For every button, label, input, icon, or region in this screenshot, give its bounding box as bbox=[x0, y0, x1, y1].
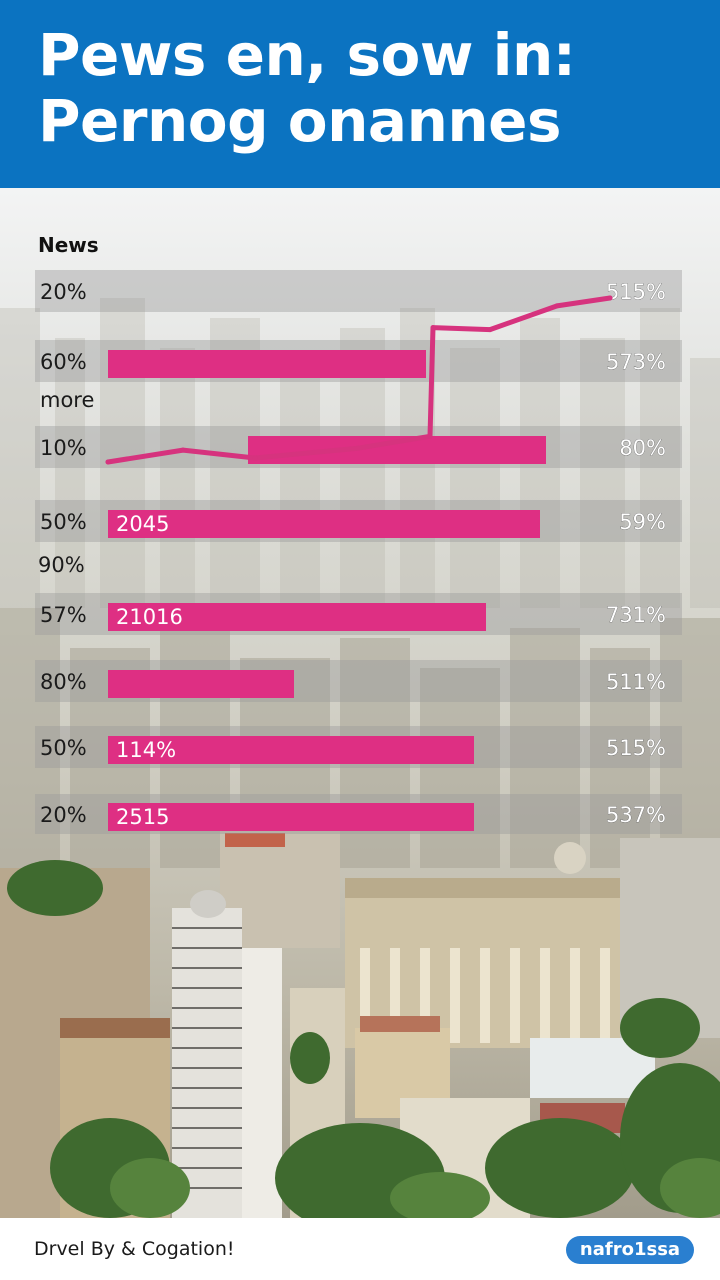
chart-extra-label-90: 90% bbox=[38, 553, 85, 577]
title-line-1: Pews en, sow in: bbox=[38, 21, 576, 89]
line-point-0 bbox=[105, 459, 111, 465]
line-point-1 bbox=[180, 447, 186, 453]
bar-inner-label-3: 2045 bbox=[116, 512, 169, 536]
line-point-4 bbox=[427, 433, 433, 439]
row-left-label-6: 50% bbox=[40, 736, 87, 760]
row-left-label-3: 50% bbox=[40, 510, 87, 534]
chart-legend-label: News bbox=[38, 233, 99, 257]
line-point-5 bbox=[430, 325, 436, 331]
row-left-label-0: 20% bbox=[40, 280, 87, 304]
row-right-label-6: 515% bbox=[606, 736, 666, 760]
row-left-label-2: 10% bbox=[40, 436, 87, 460]
title-line-2: Pernog onannes bbox=[38, 87, 562, 155]
bar-inner-label-6: 114% bbox=[116, 738, 176, 762]
bar-6 bbox=[108, 736, 474, 764]
row-left-label-4: 57% bbox=[40, 603, 87, 627]
bar-row-1: 60% 573% bbox=[35, 340, 682, 382]
bar-5 bbox=[108, 670, 294, 698]
bar-row-3: 50% 59% 2045 bbox=[35, 500, 682, 542]
chart-extra-label-more: more bbox=[40, 388, 94, 412]
footer-credit-text: Drvel By & Cogation! bbox=[34, 1238, 235, 1260]
row-left-label-5: 80% bbox=[40, 670, 87, 694]
row-left-label-7: 20% bbox=[40, 803, 87, 827]
row-left-label-1: 60% bbox=[40, 350, 87, 374]
bar-1 bbox=[108, 350, 426, 378]
bar-7 bbox=[108, 803, 474, 831]
line-series bbox=[105, 295, 613, 465]
line-point-7 bbox=[554, 303, 560, 309]
line-point-8 bbox=[607, 295, 613, 301]
bar-row-0: 20% 515% bbox=[35, 270, 682, 312]
bar-4 bbox=[108, 603, 486, 631]
footer: Drvel By & Cogation! nafro1ssa bbox=[0, 1218, 720, 1280]
row-right-label-2: 80% bbox=[619, 436, 666, 460]
row-right-label-1: 573% bbox=[606, 350, 666, 374]
line-point-2 bbox=[252, 455, 258, 461]
bar-inner-label-7: 2515 bbox=[116, 805, 169, 829]
bar-row-5: 80% 511% bbox=[35, 660, 682, 702]
bar-inner-label-4: 21016 bbox=[116, 605, 183, 629]
page-title: Pews en, sow in: Pernog onannes bbox=[38, 22, 576, 154]
bar-row-6: 50% 515% 114% bbox=[35, 726, 682, 768]
line-point-3 bbox=[355, 445, 361, 451]
row-right-label-5: 511% bbox=[606, 670, 666, 694]
bar-row-7: 20% 537% 2515 bbox=[35, 794, 682, 834]
bar-3 bbox=[108, 510, 540, 538]
header-banner: Pews en, sow in: Pernog onannes bbox=[0, 0, 720, 188]
bar-row-4: 57% 731% 21016 bbox=[35, 593, 682, 635]
row-right-label-3: 59% bbox=[619, 510, 666, 534]
brand-logo: nafro1ssa bbox=[566, 1236, 694, 1264]
chart-canvas: News more 90% 20% 515% 60% 573% 10% 80% 50% 59%… bbox=[35, 233, 682, 834]
row-right-label-7: 537% bbox=[606, 803, 666, 827]
row-right-label-0: 515% bbox=[606, 280, 666, 304]
bar-track-0 bbox=[35, 270, 682, 312]
row-right-label-4: 731% bbox=[606, 603, 666, 627]
line-point-6 bbox=[487, 327, 493, 333]
bar-rows: 20% 515% 60% 573% 10% 80% 50% 59% 2045 57% 731% 210… bbox=[35, 270, 682, 834]
city-skyline-illustration bbox=[0, 298, 720, 1218]
bar-chart: News more 90% 20% 515% 60% 573% 10% 80% 50% 59%… bbox=[0, 188, 720, 838]
